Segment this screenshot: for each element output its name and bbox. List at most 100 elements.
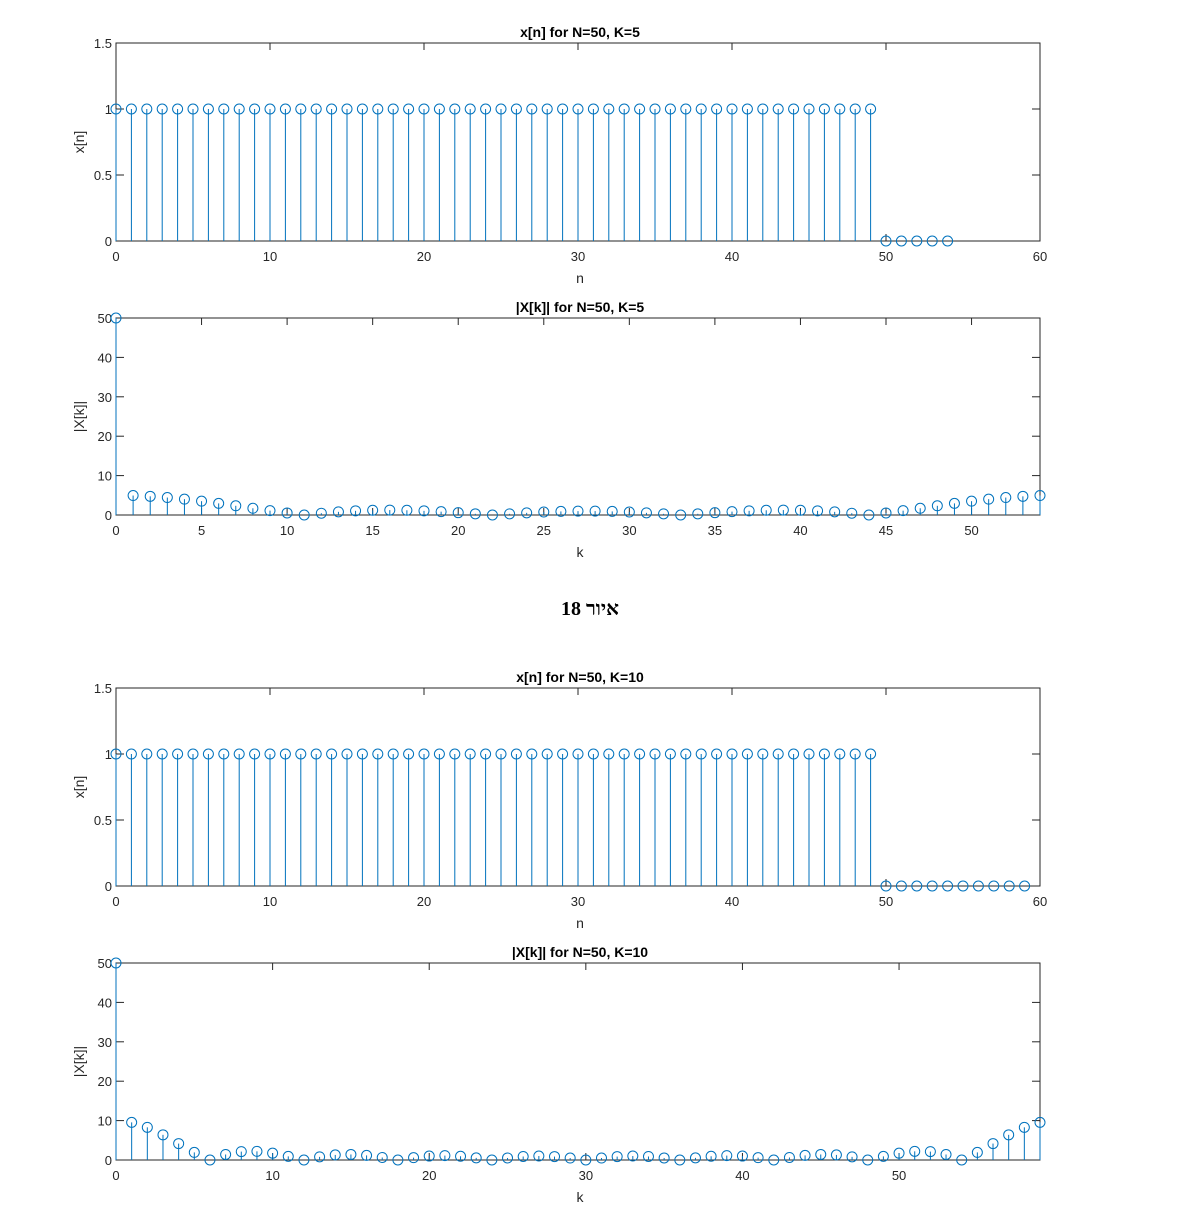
stem-marker [956, 1154, 968, 1166]
stem-marker [1019, 880, 1031, 892]
stem-marker [880, 507, 892, 519]
stem-marker [204, 1154, 216, 1166]
stem-marker [247, 502, 259, 514]
stem-marker [634, 748, 646, 760]
stem-marker [510, 103, 522, 115]
stem-marker [220, 1148, 232, 1160]
stem-marker [942, 880, 954, 892]
stem-marker [218, 103, 230, 115]
y-tick-label: 20 [98, 429, 112, 444]
y-tick-label: 20 [98, 1074, 112, 1089]
stem-marker [298, 509, 310, 521]
stem-marker [815, 1148, 827, 1160]
stem-marker [172, 103, 184, 115]
x-tick-label: 10 [280, 523, 294, 538]
stem-marker [403, 103, 415, 115]
stem-marker [480, 748, 492, 760]
stem-marker [1034, 490, 1046, 502]
stem-marker [356, 103, 368, 115]
stem-plot-4: 0 10 20 30 40 50 0 10 20 30 40 50 |X[k]| for N=50, K… [71, 944, 1046, 1205]
stem-marker [909, 1145, 921, 1157]
stem-marker [752, 1152, 764, 1164]
stem-marker [110, 748, 122, 760]
stem-marker [1003, 1129, 1015, 1141]
stem-marker [1003, 880, 1015, 892]
stem-marker [110, 312, 122, 324]
y-axis-label: |X[k]| [71, 1046, 87, 1077]
x-tick-label: 10 [263, 894, 277, 909]
stem-marker [603, 103, 615, 115]
stem-marker [760, 504, 772, 516]
stem-marker [726, 506, 738, 518]
stem-marker [326, 103, 338, 115]
stem-marker [452, 507, 464, 519]
stem-marker [156, 103, 168, 115]
y-axis-label: x[n] [71, 776, 87, 799]
stem-marker [1017, 490, 1029, 502]
y-tick-label: 30 [98, 1035, 112, 1050]
stem-marker [157, 1129, 169, 1141]
stem-marker [640, 507, 652, 519]
stem-marker [966, 495, 978, 507]
stem-marker [983, 493, 995, 505]
plot-title: |X[k]| for N=50, K=10 [512, 944, 648, 960]
x-axis-label: n [576, 915, 584, 931]
stem-marker [218, 748, 230, 760]
stem-marker [249, 748, 261, 760]
stem-marker [464, 748, 476, 760]
stem-marker [449, 748, 461, 760]
stem-marker [658, 508, 670, 520]
x-tick-label: 30 [622, 523, 636, 538]
stem-marker [403, 748, 415, 760]
stem-marker [606, 505, 618, 517]
stem-marker [367, 504, 379, 516]
x-tick-label: 40 [725, 894, 739, 909]
stem-marker [557, 103, 569, 115]
stem-marker [618, 103, 630, 115]
stem-marker [834, 103, 846, 115]
stem-marker [141, 1121, 153, 1133]
stem-marker [127, 490, 139, 502]
x-tick-label: 0 [112, 249, 119, 264]
stem-marker [880, 880, 892, 892]
stem-marker [680, 748, 692, 760]
x-tick-label: 5 [198, 523, 205, 538]
stem-marker [783, 1151, 795, 1163]
y-tick-label: 1.5 [94, 681, 112, 696]
stem-marker [173, 1138, 185, 1150]
y-tick-label: 0 [105, 879, 112, 894]
stem-marker [830, 1149, 842, 1161]
stem-marker [233, 748, 245, 760]
stem-marker [435, 506, 447, 518]
y-tick-label: 0 [105, 508, 112, 523]
stem-marker [310, 748, 322, 760]
x-tick-label: 50 [879, 249, 893, 264]
x-axis-label: k [577, 544, 585, 560]
stem-marker [310, 103, 322, 115]
stem-marker [794, 504, 806, 516]
stem-marker [893, 1147, 905, 1159]
stem-marker [315, 507, 327, 519]
stem-marker [125, 748, 137, 760]
stem-marker [332, 506, 344, 518]
stem-marker [233, 103, 245, 115]
stem-marker [846, 1151, 858, 1163]
stem-marker [711, 748, 723, 760]
stem-marker [777, 504, 789, 516]
stem-marker [356, 748, 368, 760]
stem-marker [957, 880, 969, 892]
x-tick-label: 40 [735, 1168, 749, 1183]
x-tick-label: 45 [879, 523, 893, 538]
stem-marker [408, 1152, 420, 1164]
y-tick-label: 0 [105, 1153, 112, 1168]
stem-marker [387, 103, 399, 115]
stem-marker [455, 1150, 467, 1162]
stem-marker [281, 507, 293, 519]
stem-marker [449, 103, 461, 115]
stem-marker [502, 1152, 514, 1164]
stem-marker [931, 500, 943, 512]
x-tick-label: 50 [879, 894, 893, 909]
x-axis-label: n [576, 270, 584, 286]
stem-marker [895, 880, 907, 892]
